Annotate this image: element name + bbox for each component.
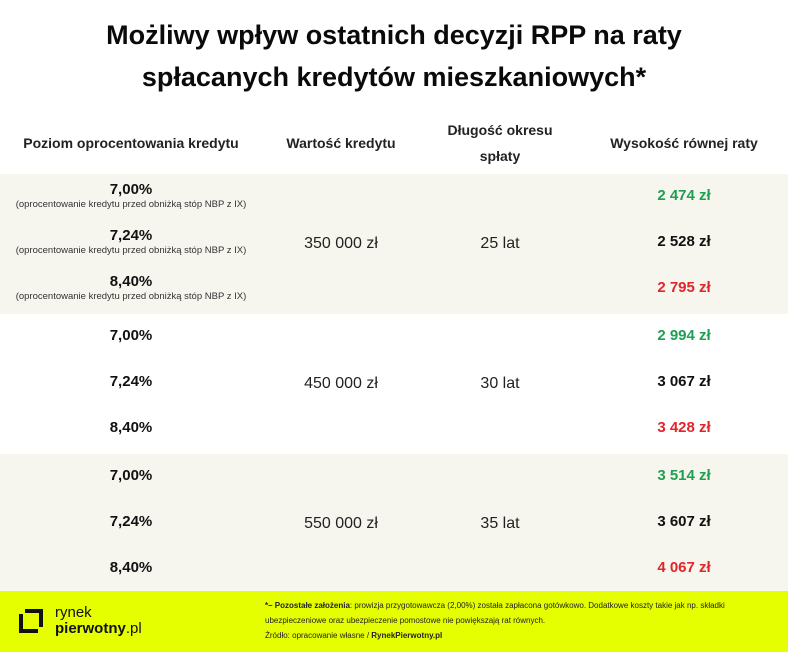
source-label: Źródło: opracowanie własne / (265, 631, 372, 640)
assumptions-note: *– Pozostałe założenia: prowizja przygot… (265, 598, 770, 628)
bracket-square-icon (19, 609, 43, 633)
footer-bar: rynek pierwotny.pl *– Pozostałe założeni… (0, 591, 788, 652)
table-row: 7,24% (oprocentowanie kredytu przed obni… (0, 220, 788, 266)
column-header-period-text: Długość okresu spłaty (447, 122, 553, 164)
rate-cell: 7,24% (oprocentowanie kredytu przed obni… (0, 227, 262, 257)
rate-cell: 7,00% (oprocentowanie kredytu przed obni… (0, 181, 262, 211)
column-header-amount: Wartość kredytu (286, 135, 396, 151)
installment-value: 3 607 zł (657, 513, 711, 530)
rate-value: 8,40% (109, 419, 153, 436)
column-header-rate: Poziom oprocentowania kredytu (23, 135, 239, 151)
table-row: 7,00% 2 994 zł (0, 314, 788, 360)
source-note: Źródło: opracowanie własne / RynekPierwo… (265, 628, 770, 643)
rate-cell: 7,00% (0, 467, 262, 485)
page-title: Możliwy wpływ ostatnich decyzji RPP na r… (0, 14, 788, 98)
footnotes: *– Pozostałe założenia: prowizja przygot… (265, 598, 770, 643)
installment-value: 2 474 zł (657, 187, 711, 204)
rate-value: 7,24% (109, 513, 153, 530)
assumptions-text: : prowizja przygotowawcza (2,00%) został… (265, 601, 725, 625)
rate-cell: 7,00% (0, 327, 262, 345)
rate-value: 7,00% (109, 467, 153, 484)
installment-value: 2 994 zł (657, 327, 711, 344)
rate-cell: 7,24% (0, 373, 262, 391)
table-header: Poziom oprocentowania kredytu Wartość kr… (0, 112, 788, 174)
rate-value: 7,24% (109, 373, 153, 390)
period-cell: 35 lat (480, 515, 520, 532)
logo-brand-name: pierwotny (55, 620, 126, 637)
installment-value: 4 067 zł (657, 559, 711, 576)
column-header-period: Długość okresu spłaty (420, 112, 580, 174)
rate-cell: 7,24% (0, 513, 262, 531)
rate-cell: 8,40% (oprocentowanie kredytu przed obni… (0, 273, 262, 303)
table-row: 7,24% 3 067 zł (0, 360, 788, 406)
rate-cell: 8,40% (0, 559, 262, 577)
table-row: 7,00% 3 514 zł (0, 454, 788, 500)
table-group: 7,00% (oprocentowanie kredytu przed obni… (0, 174, 788, 314)
period-cell: 25 lat (480, 235, 520, 252)
rate-value: 7,24% (109, 227, 153, 244)
installment-value: 3 514 zł (657, 467, 711, 484)
table-row: 7,24% 3 607 zł (0, 500, 788, 546)
rate-value: 7,00% (109, 181, 153, 198)
rate-note: (oprocentowanie kredytu przed obniżką st… (15, 291, 247, 302)
table-row: 8,40% 4 067 zł (0, 546, 788, 592)
rate-value: 8,40% (109, 273, 153, 290)
table-group: 7,00% 3 514 zł 7,24% 3 607 zł 8,40% 4 06… (0, 454, 788, 594)
rate-cell: 8,40% (0, 419, 262, 437)
column-header-installment: Wysokość równej raty (610, 135, 758, 151)
brand-logo: rynek pierwotny.pl (55, 605, 142, 637)
rate-value: 7,00% (109, 327, 153, 344)
logo-line-1: rynek (55, 604, 92, 621)
table-row: 8,40% (oprocentowanie kredytu przed obni… (0, 266, 788, 312)
installment-value: 3 067 zł (657, 373, 711, 390)
logo-line-2: pierwotny.pl (55, 621, 142, 637)
amount-cell: 350 000 zł (304, 235, 378, 252)
rate-note: (oprocentowanie kredytu przed obniżką st… (15, 245, 247, 256)
source-value: RynekPierwotny.pl (371, 631, 443, 640)
assumptions-label: *– Pozostałe założenia (265, 601, 350, 610)
title-line-1: Możliwy wpływ ostatnich decyzji RPP na r… (106, 20, 682, 50)
amount-cell: 450 000 zł (304, 375, 378, 392)
installment-value: 2 795 zł (657, 279, 711, 296)
table-group: 7,00% 2 994 zł 7,24% 3 067 zł 8,40% 3 42… (0, 314, 788, 454)
installment-value: 2 528 zł (657, 233, 711, 250)
title-line-2: spłacanych kredytów mieszkaniowych* (141, 62, 647, 92)
rate-note: (oprocentowanie kredytu przed obniżką st… (15, 199, 247, 210)
amount-cell: 550 000 zł (304, 515, 378, 532)
table-row: 7,00% (oprocentowanie kredytu przed obni… (0, 174, 788, 220)
rate-value: 8,40% (109, 559, 153, 576)
table-row: 8,40% 3 428 zł (0, 406, 788, 452)
period-cell: 30 lat (480, 375, 520, 392)
logo-tld: .pl (125, 620, 142, 637)
installment-value: 3 428 zł (657, 419, 711, 436)
